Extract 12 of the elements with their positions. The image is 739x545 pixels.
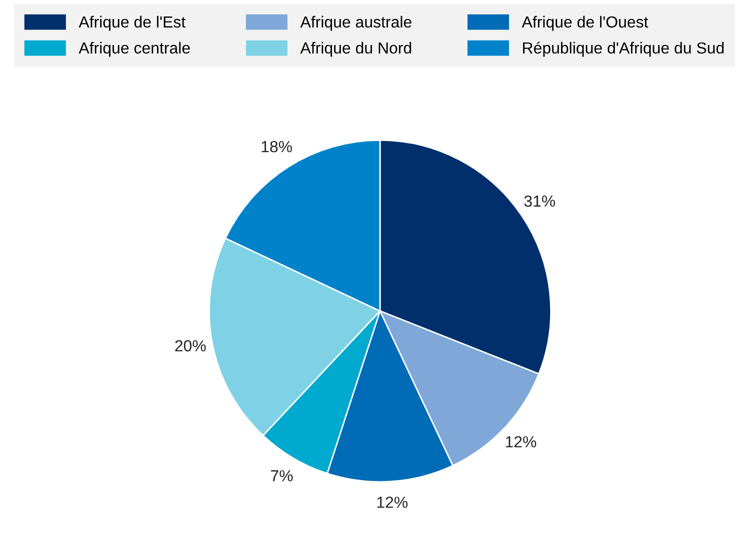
data-label: 31% [524, 195, 556, 207]
legend-label: Afrique australe [300, 16, 412, 31]
legend-label: Afrique de l'Est [78, 16, 186, 31]
data-label: 20% [175, 340, 206, 352]
data-label: 7% [271, 470, 293, 482]
legend-label: République d'Afrique du Sud [523, 42, 724, 57]
data-label: 12% [377, 496, 408, 508]
legend-label: Afrique de l'Ouest [522, 16, 648, 31]
legend-label: Afrique centrale [78, 42, 190, 57]
data-label: 12% [506, 436, 536, 448]
legend-label: Afrique du Nord [300, 42, 412, 57]
data-label: 18% [262, 140, 292, 152]
